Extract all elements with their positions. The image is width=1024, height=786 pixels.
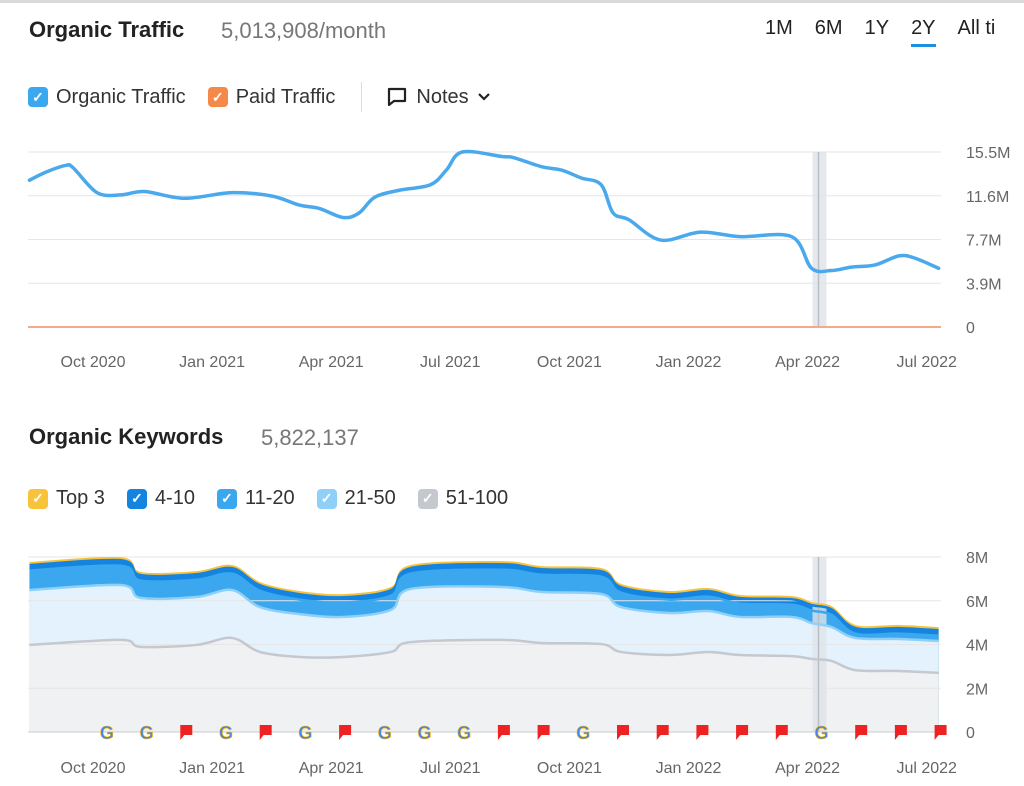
organic-traffic-value: 5,013,908/month <box>221 18 387 43</box>
note-flag-icon <box>934 725 947 740</box>
legend-label: 11-20 <box>244 487 295 509</box>
note-flag-icon <box>339 725 352 740</box>
legend-label: Organic Traffic <box>56 85 186 108</box>
google-update-icon: G <box>417 723 431 743</box>
traffic-legend: ✓ Organic Traffic ✓ Paid Traffic Notes <box>28 82 513 112</box>
traffic-x-tick-label: Oct 2021 <box>537 354 602 371</box>
google-update-icon: G <box>814 723 828 743</box>
checkbox-checked-icon[interactable]: ✓ <box>216 488 237 509</box>
organic-keywords-value: 5,822,137 <box>261 425 359 450</box>
line-11-20 <box>29 564 939 637</box>
area-51-100 <box>29 637 939 732</box>
google-update-icon: G <box>576 723 590 743</box>
chevron-down-icon <box>477 93 490 101</box>
checkbox-checked-icon[interactable]: ✓ <box>417 488 438 509</box>
checkbox-checked-icon[interactable]: ✓ <box>126 488 147 509</box>
checkbox-checked-icon[interactable]: ✓ <box>207 87 228 107</box>
range-all-time[interactable]: All ti <box>957 17 996 39</box>
note-flag-icon <box>259 725 272 740</box>
keywords-highlight-band <box>812 557 827 732</box>
google-update-icon: G <box>100 723 114 743</box>
range-6m[interactable]: 6M <box>814 17 843 39</box>
traffic-x-tick-label: Jul 2022 <box>896 354 957 371</box>
notes-dropdown[interactable]: Notes <box>386 86 490 109</box>
note-flag-icon <box>736 725 749 740</box>
checkbox-checked-icon[interactable]: ✓ <box>316 488 337 509</box>
legend-4-10[interactable]: ✓ 4-10 <box>126 487 195 510</box>
legend-51-100[interactable]: ✓ 51-100 <box>417 487 509 510</box>
line-21-50 <box>29 583 939 643</box>
traffic-y-tick-label: 3.9M <box>966 276 1002 293</box>
legend-top-3[interactable]: ✓ Top 3 <box>28 487 105 510</box>
note-flag-icon <box>180 725 193 740</box>
traffic-x-tick-label: Apr 2021 <box>299 354 364 371</box>
keywords-x-tick-label: Apr 2021 <box>299 760 364 777</box>
line-51-100 <box>29 636 939 675</box>
keywords-x-tick-label: Apr 2022 <box>775 760 840 777</box>
traffic-x-tick-label: Jul 2021 <box>420 354 481 371</box>
keywords-y-tick-label: 6M <box>966 594 988 611</box>
traffic-y-tick-label: 7.7M <box>966 233 1002 250</box>
keywords-x-tick-label: Jul 2022 <box>896 760 957 777</box>
google-update-icon: G <box>378 723 392 743</box>
legend-label: 4-10 <box>154 487 195 509</box>
date-range-selector: 1M 6M 1Y 2Y All ti <box>765 17 1017 47</box>
traffic-y-tick-label: 0 <box>966 320 975 337</box>
range-1y[interactable]: 1Y <box>864 17 890 39</box>
range-2y[interactable]: 2Y <box>911 17 936 47</box>
note-flag-icon <box>616 725 629 740</box>
notes-label: Notes <box>416 85 469 108</box>
note-flag-icon <box>497 725 510 740</box>
keywords-x-tick-label: Jul 2021 <box>420 760 481 777</box>
top-border <box>0 0 1024 3</box>
divider <box>361 82 363 112</box>
google-update-icon: G <box>140 723 154 743</box>
keywords-x-tick-label: Jan 2021 <box>179 760 245 777</box>
note-flag-icon <box>775 725 788 740</box>
line-top-3 <box>29 556 939 630</box>
legend-paid-traffic[interactable]: ✓ Paid Traffic <box>207 85 336 109</box>
keywords-y-tick-label: 2M <box>966 681 988 698</box>
legend-label: 21-50 <box>344 487 396 509</box>
google-update-icon: G <box>298 723 312 743</box>
traffic-x-tick-label: Apr 2022 <box>775 354 840 371</box>
traffic-y-tick-label: 15.5M <box>966 145 1010 162</box>
traffic-x-tick-label: Oct 2020 <box>61 354 126 371</box>
keywords-y-tick-label: 0 <box>966 725 975 742</box>
traffic-y-tick-label: 11.6M <box>966 189 1009 206</box>
comment-icon <box>388 87 407 107</box>
google-update-icon: G <box>457 723 471 743</box>
organic-traffic-line <box>27 149 941 274</box>
legend-label: 51-100 <box>445 487 509 509</box>
organic-traffic-title: Organic Traffic <box>29 17 185 42</box>
organic-keywords-title: Organic Keywords <box>29 424 224 449</box>
line-4-10 <box>29 558 939 632</box>
traffic-x-tick-label: Jan 2021 <box>179 354 245 371</box>
traffic-x-tick-label: Jan 2022 <box>656 354 722 371</box>
legend-11-20[interactable]: ✓ 11-20 <box>216 487 295 510</box>
note-flag-icon <box>537 725 550 740</box>
checkbox-checked-icon[interactable]: ✓ <box>28 488 48 509</box>
google-update-icon: G <box>219 723 233 743</box>
note-flag-icon <box>894 725 907 740</box>
keywords-y-tick-label: 8M <box>966 550 988 567</box>
keywords-y-tick-label: 4M <box>966 638 988 655</box>
checkbox-checked-icon[interactable]: ✓ <box>28 87 48 107</box>
legend-organic-traffic[interactable]: ✓ Organic Traffic <box>28 86 186 109</box>
keywords-x-tick-label: Oct 2020 <box>61 760 126 777</box>
note-flag-icon <box>855 725 868 740</box>
keywords-legend: ✓ Top 3 ✓ 4-10 ✓ 11-20 ✓ 21-50 ✓ 51-100 <box>28 487 530 510</box>
keywords-x-tick-label: Oct 2021 <box>537 760 602 777</box>
keywords-x-tick-label: Jan 2022 <box>656 760 722 777</box>
note-flag-icon <box>656 725 669 740</box>
note-flag-icon <box>696 725 709 740</box>
legend-label: Paid Traffic <box>235 85 336 108</box>
range-1m[interactable]: 1M <box>765 17 793 39</box>
traffic-highlight-band <box>812 152 827 327</box>
legend-21-50[interactable]: ✓ 21-50 <box>316 487 396 510</box>
legend-label: Top 3 <box>56 487 105 509</box>
